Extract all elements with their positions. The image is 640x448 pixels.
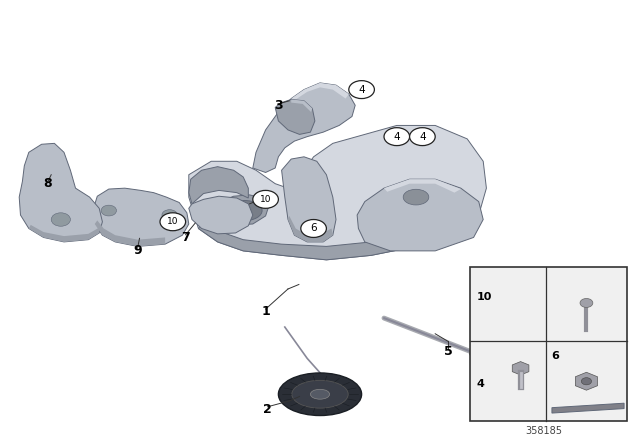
Circle shape: [580, 298, 593, 307]
Ellipse shape: [310, 389, 330, 399]
Ellipse shape: [470, 350, 484, 358]
Text: 9: 9: [133, 244, 142, 258]
Text: 7: 7: [181, 231, 190, 244]
Text: 5: 5: [444, 345, 452, 358]
Text: 3: 3: [274, 99, 283, 112]
Ellipse shape: [278, 373, 362, 416]
Polygon shape: [95, 220, 165, 246]
Circle shape: [253, 190, 278, 208]
Circle shape: [349, 81, 374, 99]
Text: 10: 10: [477, 293, 492, 302]
Polygon shape: [357, 179, 483, 251]
Polygon shape: [189, 196, 253, 234]
Ellipse shape: [292, 380, 348, 408]
Circle shape: [301, 220, 326, 237]
Ellipse shape: [403, 189, 429, 205]
Polygon shape: [189, 125, 486, 260]
Text: 8: 8: [44, 177, 52, 190]
Circle shape: [160, 213, 186, 231]
Text: 6: 6: [551, 351, 559, 361]
Polygon shape: [552, 403, 624, 413]
Text: 4: 4: [358, 85, 365, 95]
Polygon shape: [218, 195, 269, 225]
Polygon shape: [93, 188, 189, 246]
Polygon shape: [275, 99, 315, 134]
Polygon shape: [189, 167, 248, 204]
Circle shape: [410, 128, 435, 146]
Text: 4: 4: [477, 379, 484, 389]
Ellipse shape: [227, 201, 262, 221]
Polygon shape: [291, 99, 312, 112]
Circle shape: [162, 210, 177, 220]
Polygon shape: [198, 224, 422, 260]
Text: 358185: 358185: [525, 426, 563, 436]
Text: 10: 10: [260, 195, 271, 204]
Polygon shape: [384, 179, 461, 193]
Text: 2: 2: [263, 403, 272, 417]
Text: 10: 10: [167, 217, 179, 226]
Text: 4: 4: [419, 132, 426, 142]
Polygon shape: [19, 143, 102, 242]
Text: 1: 1: [261, 305, 270, 318]
Text: 6: 6: [310, 224, 317, 233]
Polygon shape: [288, 216, 333, 242]
Polygon shape: [29, 225, 99, 242]
Polygon shape: [291, 83, 349, 99]
Bar: [470, 267, 627, 421]
Polygon shape: [253, 83, 355, 172]
Polygon shape: [282, 157, 336, 242]
Circle shape: [384, 128, 410, 146]
Circle shape: [51, 213, 70, 226]
Circle shape: [101, 205, 116, 216]
Text: 4: 4: [394, 132, 400, 142]
Circle shape: [581, 378, 591, 385]
